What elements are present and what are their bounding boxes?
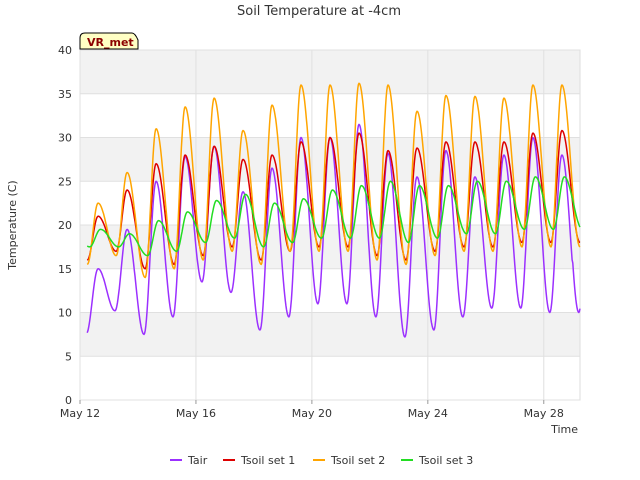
legend-label: Tsoil set 3	[418, 454, 473, 467]
legend-item: Tsoil set 3	[401, 454, 473, 467]
y-axis-title: Temperature (C)	[6, 180, 19, 270]
plot-band	[80, 93, 580, 138]
series-line-tair	[86, 123, 581, 338]
station-badge-shape	[79, 32, 139, 50]
station-badge: VR_met	[79, 32, 139, 50]
y-tick-label: 10	[58, 307, 72, 320]
legend-label: Tsoil set 1	[240, 454, 295, 467]
plot-band	[80, 268, 580, 313]
y-tick-label: 35	[58, 88, 72, 101]
y-axis-ticks: 0 5 10 15 20 25 30 35 40	[58, 44, 72, 407]
y-tick-label: 15	[58, 263, 72, 276]
x-tick-label: May 20	[292, 407, 332, 420]
legend-label: Tsoil set 2	[330, 454, 385, 467]
station-badge-label: VR_met	[87, 36, 134, 49]
legend-item: Tsoil set 2	[313, 454, 385, 467]
y-tick-label: 30	[58, 132, 72, 145]
x-axis-ticks: May 12 May 16 May 20 May 24 May 28	[60, 400, 564, 420]
x-tick-label: May 28	[524, 407, 564, 420]
series-layer	[86, 82, 581, 338]
y-tick-label: 5	[65, 350, 72, 363]
y-tick-label: 0	[65, 394, 72, 407]
chart-title: Soil Temperature at -4cm	[237, 4, 401, 19]
plot-band	[80, 356, 580, 400]
y-tick-label: 40	[58, 44, 72, 57]
y-tick-label: 25	[58, 175, 72, 188]
chart-legend: Tair Tsoil set 1 Tsoil set 2 Tsoil set 3	[170, 454, 473, 467]
legend-item: Tsoil set 1	[223, 454, 295, 467]
series-line-tsoil-set-3	[86, 176, 581, 257]
x-axis-title: Time	[550, 423, 578, 436]
y-tick-label: 20	[58, 219, 72, 232]
legend-label: Tair	[187, 454, 208, 467]
x-tick-label: May 16	[176, 407, 216, 420]
x-tick-label: May 12	[60, 407, 100, 420]
legend-item: Tair	[170, 454, 208, 467]
plot-band	[80, 312, 580, 357]
x-tick-label: May 24	[408, 407, 448, 420]
series-line-tsoil-set-2	[86, 82, 581, 279]
